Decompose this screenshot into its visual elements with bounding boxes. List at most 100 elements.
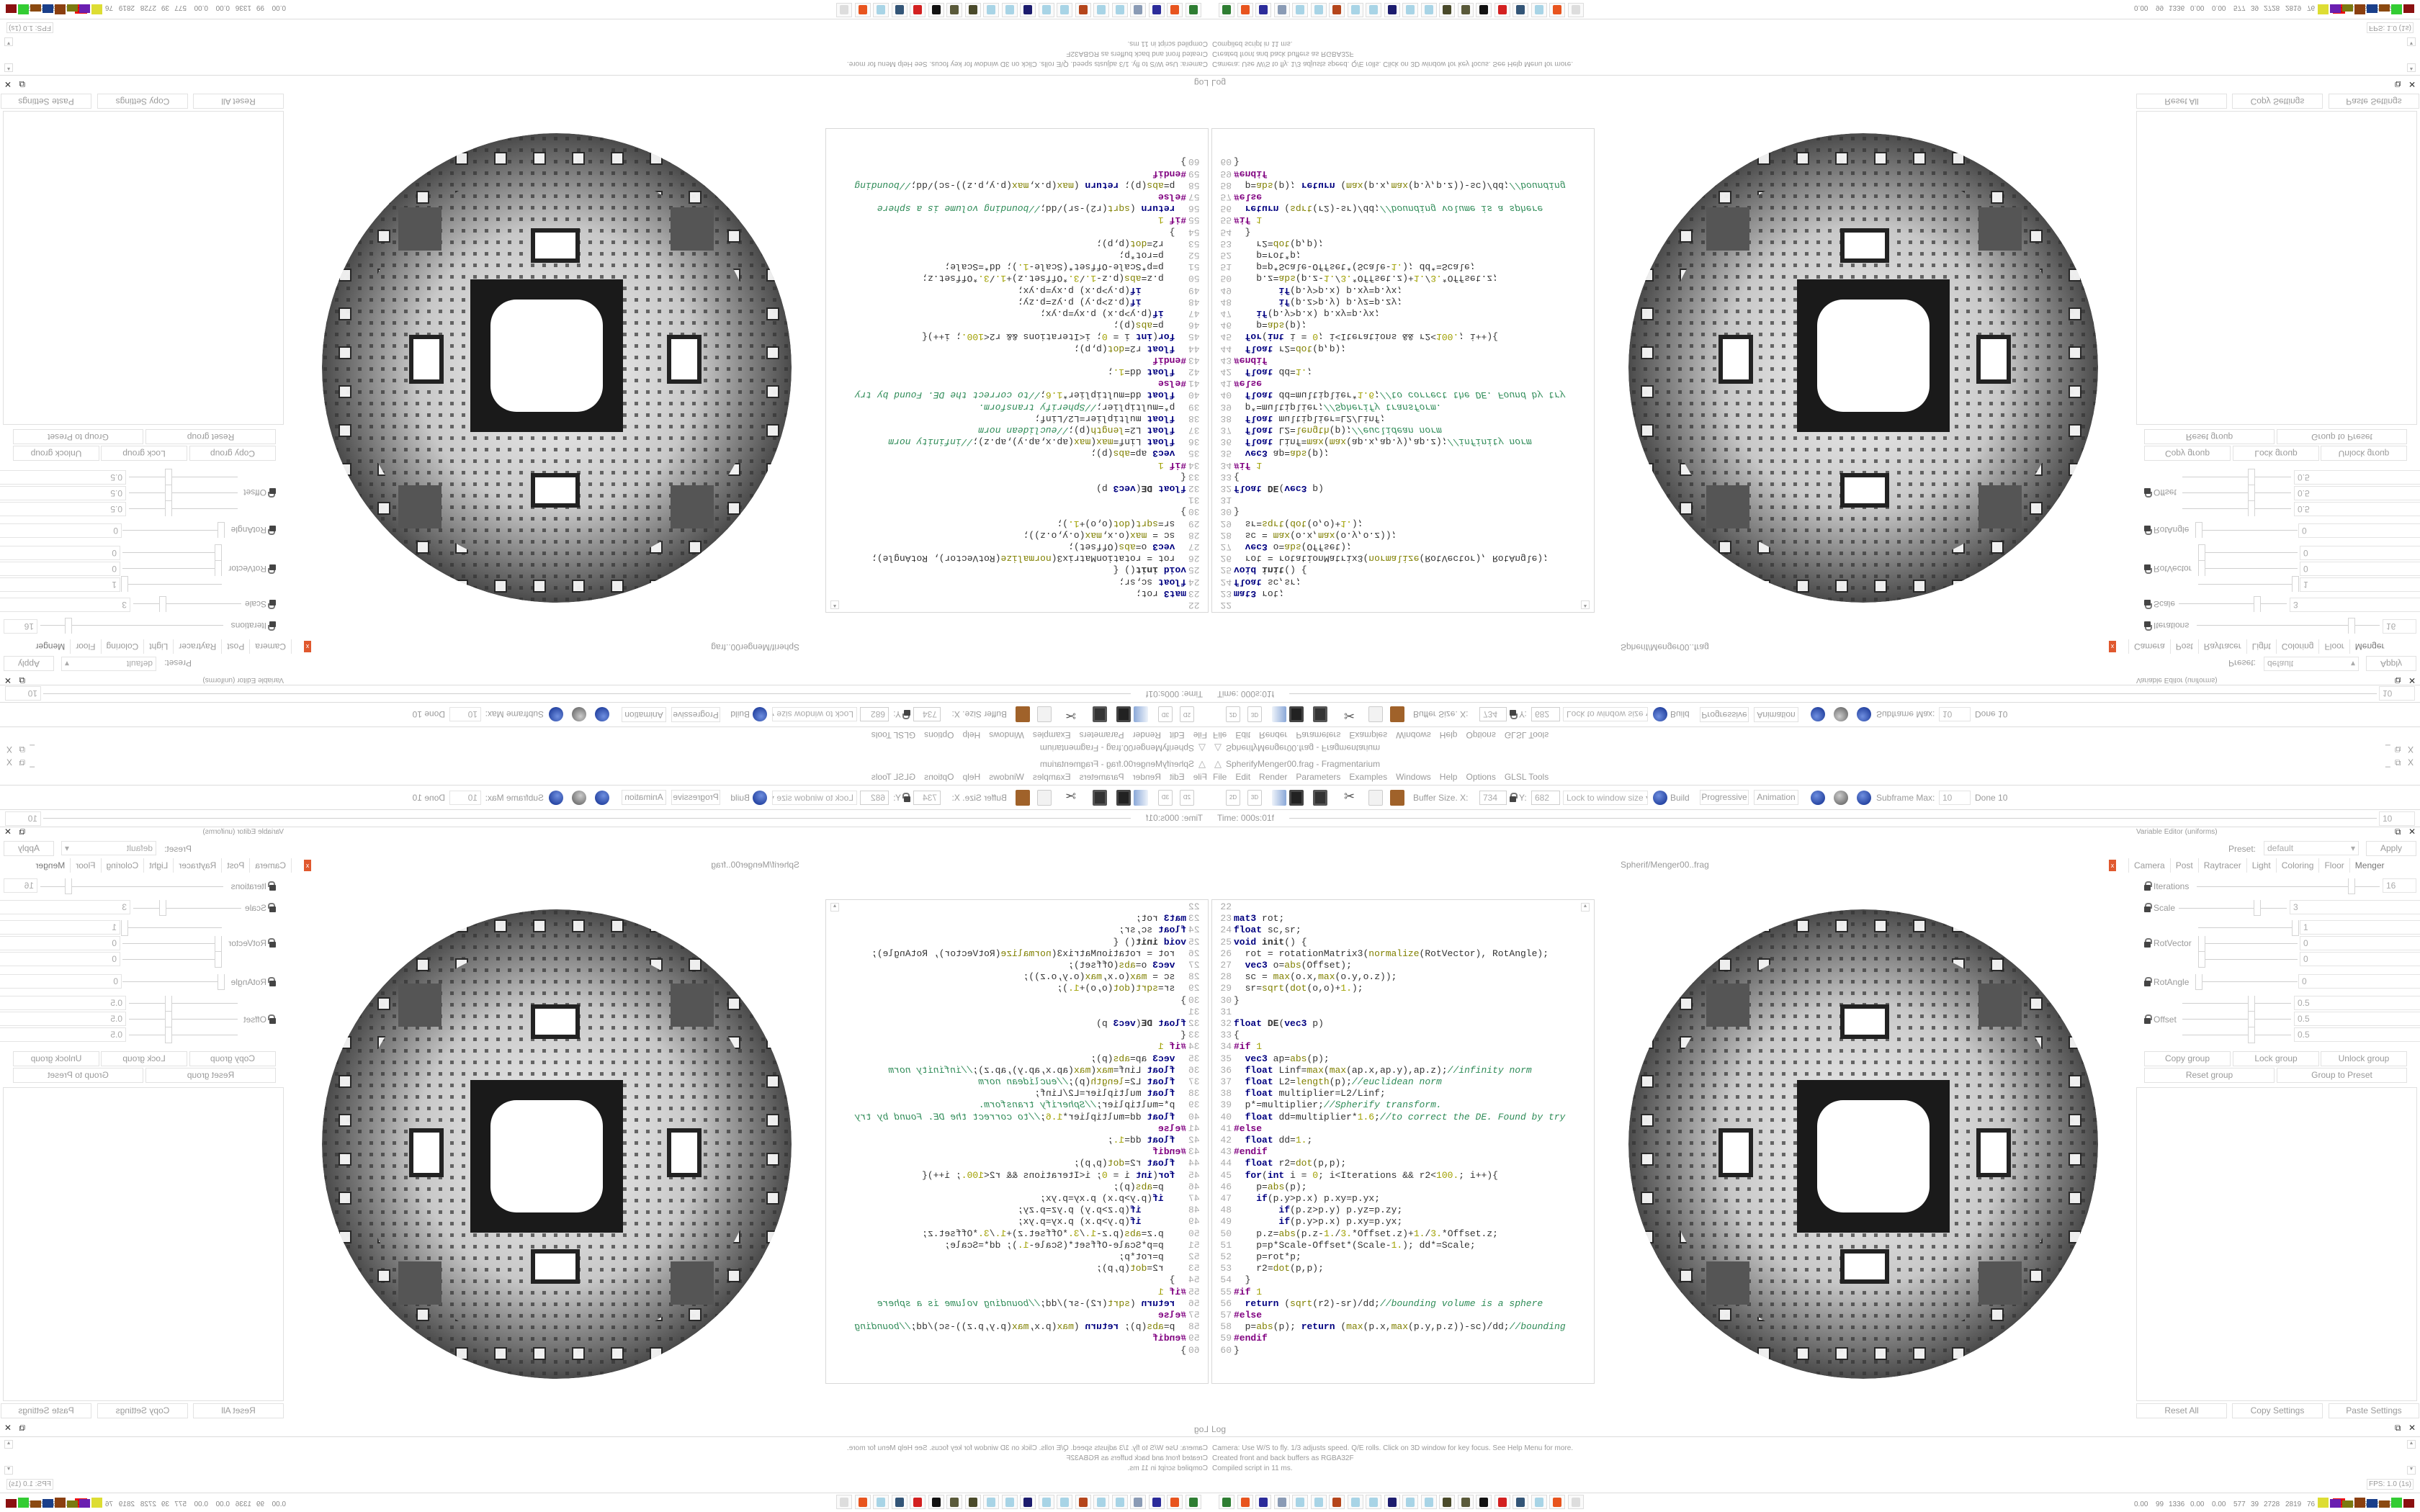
taskbar-app-notepad-icon[interactable] bbox=[1531, 1495, 1547, 1509]
taskbar-app-inkscape-icon[interactable] bbox=[928, 3, 944, 17]
rotvector-z-input[interactable]: 0 bbox=[2300, 952, 2420, 966]
menu-item-help[interactable]: Help bbox=[962, 772, 981, 782]
close-button[interactable]: X bbox=[2408, 744, 2414, 755]
menu-item-windows[interactable]: Windows bbox=[1396, 730, 1431, 740]
tab-menger[interactable]: Menger bbox=[30, 639, 71, 654]
taskbar-app-inkscape-icon[interactable] bbox=[1476, 3, 1492, 17]
offset-x-input[interactable]: 0.5 bbox=[2294, 996, 2420, 1010]
offset-y-slider[interactable] bbox=[129, 492, 238, 493]
offset-z-handle[interactable] bbox=[165, 469, 172, 485]
subframe-input[interactable]: 10 bbox=[1939, 791, 1971, 805]
rotvector-x-input[interactable]: 1 bbox=[0, 577, 120, 592]
taskbar-app-terminal-icon[interactable] bbox=[1219, 3, 1234, 17]
progressive-button[interactable]: Progressive bbox=[1700, 707, 1749, 722]
rotvector-y-slider[interactable] bbox=[2205, 943, 2298, 944]
build-icon[interactable] bbox=[753, 791, 767, 805]
rotvector-x-handle[interactable] bbox=[2292, 920, 2299, 936]
taskbar-app-monitor-icon[interactable] bbox=[1512, 3, 1528, 17]
menu-item-render[interactable]: Render bbox=[1132, 730, 1161, 740]
build-icon[interactable] bbox=[1653, 707, 1667, 721]
2d-button[interactable]: 2D bbox=[1180, 706, 1194, 722]
lock-icon[interactable] bbox=[2144, 600, 2151, 609]
open-icon[interactable] bbox=[1272, 706, 1286, 722]
iterations-slider-handle[interactable] bbox=[2348, 878, 2355, 894]
offset-x-handle[interactable] bbox=[165, 500, 172, 516]
build-icon[interactable] bbox=[1653, 791, 1667, 805]
buffer-x-input[interactable]: 734 bbox=[1479, 791, 1507, 805]
taskbar-app-notepad-icon[interactable] bbox=[1366, 1495, 1381, 1509]
unlock-group-button[interactable]: Unlock group bbox=[2321, 446, 2407, 461]
taskbar-app-red-app-icon[interactable] bbox=[910, 1495, 926, 1509]
lock-window-select[interactable]: Lock to window size ▾ bbox=[772, 707, 857, 721]
rotangle-input[interactable]: 0 bbox=[2298, 523, 2420, 538]
minimize-button[interactable]: _ bbox=[30, 744, 35, 755]
tab-menger[interactable]: Menger bbox=[2349, 858, 2390, 873]
scale-input[interactable]: 3 bbox=[0, 900, 130, 914]
rotvector-z-input[interactable]: 0 bbox=[0, 952, 120, 966]
lock-icon[interactable] bbox=[269, 526, 276, 535]
taskbar-app-notepad-icon[interactable] bbox=[1039, 1495, 1054, 1509]
copy-icon[interactable] bbox=[1037, 706, 1052, 722]
taskbar-app-bug-icon[interactable] bbox=[1075, 1495, 1091, 1509]
paste-settings-button[interactable]: Paste Settings bbox=[2329, 94, 2419, 109]
open-icon[interactable] bbox=[1134, 706, 1148, 722]
rotvector-y-input[interactable]: 0 bbox=[0, 936, 120, 950]
menu-item-help[interactable]: Help bbox=[1439, 772, 1458, 782]
offset-x-slider[interactable] bbox=[2182, 508, 2291, 509]
rotangle-slider[interactable] bbox=[122, 530, 218, 531]
float-panel-icon[interactable]: ⧉ bbox=[2395, 675, 2401, 685]
close-button[interactable]: X bbox=[6, 757, 12, 768]
float-panel-icon[interactable]: ⧉ bbox=[2395, 827, 2401, 837]
taskbar-app-notepad-icon[interactable] bbox=[1402, 3, 1418, 17]
save-icon[interactable] bbox=[1116, 706, 1131, 722]
tab-raytracer[interactable]: Raytracer bbox=[2197, 858, 2246, 873]
frame-spinbox[interactable]: 10 bbox=[5, 686, 41, 701]
minimize-button[interactable]: _ bbox=[30, 757, 35, 768]
buffer-y-input[interactable]: 682 bbox=[860, 791, 889, 805]
taskbar-app-red-app-icon[interactable] bbox=[910, 3, 926, 17]
rotvector-z-handle[interactable] bbox=[215, 544, 222, 560]
close-panel-icon[interactable]: ✕ bbox=[4, 675, 12, 685]
tab-floor[interactable]: Floor bbox=[2318, 858, 2349, 873]
editor-tab[interactable]: Spherif/Menger00..frag bbox=[1621, 860, 1709, 870]
offset-x-input[interactable]: 0.5 bbox=[0, 996, 126, 1010]
save-icon[interactable] bbox=[1116, 790, 1131, 806]
lock-icon[interactable] bbox=[269, 488, 276, 498]
taskbar-app-firefox-icon[interactable] bbox=[855, 3, 871, 17]
menu-item-options[interactable]: Options bbox=[924, 730, 954, 740]
tab-floor[interactable]: Floor bbox=[2318, 639, 2349, 654]
group-to-preset-button[interactable]: Group to Preset bbox=[13, 1068, 143, 1083]
offset-x-handle[interactable] bbox=[165, 996, 172, 1012]
reset-group-button[interactable]: Reset group bbox=[2144, 429, 2275, 444]
offset-y-handle[interactable] bbox=[165, 1012, 172, 1027]
rotvector-x-handle[interactable] bbox=[121, 920, 128, 936]
editor-tab[interactable]: Spherif/Menger00..frag bbox=[711, 642, 799, 652]
taskbar-app-coin-icon[interactable] bbox=[965, 1495, 981, 1509]
lock-icon[interactable] bbox=[269, 977, 276, 986]
lock-group-button[interactable]: Lock group bbox=[101, 446, 187, 461]
close-tab-icon[interactable]: x bbox=[2109, 641, 2116, 652]
scale-slider-handle[interactable] bbox=[159, 900, 166, 916]
taskbar-app-coin-icon[interactable] bbox=[946, 1495, 963, 1509]
offset-x-input[interactable]: 0.5 bbox=[2294, 502, 2420, 516]
rotvector-y-input[interactable]: 0 bbox=[0, 562, 120, 576]
copy-settings-button[interactable]: Copy Settings bbox=[97, 94, 188, 109]
menu-item-edit[interactable]: Edit bbox=[1169, 772, 1185, 782]
save-as-icon[interactable] bbox=[1093, 790, 1107, 806]
taskbar-app-bug-icon[interactable] bbox=[1329, 3, 1345, 17]
rewind-icon[interactable] bbox=[1811, 791, 1825, 805]
build-button[interactable]: Build bbox=[1670, 793, 1690, 803]
rotvector-x-slider[interactable] bbox=[2198, 584, 2298, 585]
taskbar-app-floppy-64-icon[interactable] bbox=[1255, 3, 1271, 17]
close-log-icon[interactable]: ✕ bbox=[2408, 1423, 2416, 1433]
taskbar-app-monitor-icon[interactable] bbox=[1512, 1495, 1528, 1509]
iterations-slider-handle[interactable] bbox=[65, 618, 72, 634]
tab-floor[interactable]: Floor bbox=[71, 858, 102, 873]
taskbar-app-notepad-icon[interactable] bbox=[1112, 3, 1128, 17]
tab-light[interactable]: Light bbox=[144, 858, 174, 873]
taskbar-app-scroll-icon[interactable] bbox=[1273, 1495, 1290, 1509]
taskbar-app-red-app-icon[interactable] bbox=[1494, 3, 1510, 17]
scale-slider[interactable] bbox=[2179, 603, 2287, 604]
rotangle-input[interactable]: 0 bbox=[0, 523, 122, 538]
taskbar-app-notepad-icon[interactable] bbox=[1002, 3, 1018, 17]
